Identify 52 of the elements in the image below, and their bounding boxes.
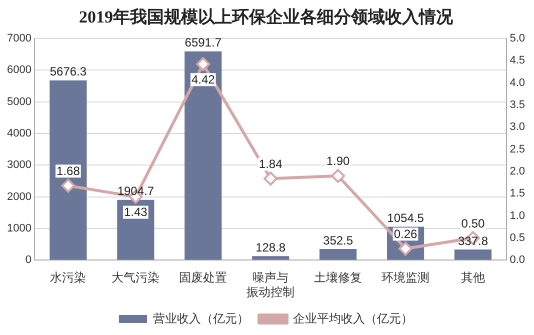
point — [264, 172, 278, 186]
y-tick-label: 2000 — [6, 190, 32, 203]
y2-tick-label: 3.0 — [510, 121, 526, 134]
bar — [50, 80, 87, 260]
x-tick-label: 土壤修复 — [314, 270, 362, 285]
data-label: 1.68 — [56, 164, 80, 178]
data-label: 1054.5 — [387, 211, 424, 226]
y-tick-label: 5000 — [6, 96, 32, 108]
bar — [320, 249, 357, 260]
data-label: 1.84 — [258, 156, 283, 171]
bar — [252, 256, 290, 260]
y-tick-label: 3000 — [6, 159, 32, 172]
y2-tick-label: 5.0 — [510, 32, 526, 44]
x-tick-label: 其他 — [460, 270, 485, 285]
x-tick-label: 噪声与振动控制 — [246, 270, 295, 300]
data-label: 337.8 — [458, 234, 488, 248]
legend-label: 营业收入（亿元） — [153, 311, 249, 326]
x-tick-label: 环境监测 — [382, 270, 430, 285]
bar — [454, 249, 492, 260]
chart-title: 2019年我国规模以上环保企业各细分领域收入情况 — [79, 8, 454, 27]
data-label: 1.90 — [326, 154, 350, 168]
point — [196, 57, 210, 72]
data-label: 6591.7 — [184, 36, 222, 50]
x-tick-label: 水污染 — [50, 270, 86, 285]
y2-tick-label: 3.5 — [510, 98, 526, 111]
data-label: 0.50 — [461, 216, 485, 230]
y-tick-label: 4000 — [6, 127, 32, 140]
y-tick-label: 0 — [25, 254, 32, 266]
y2-tick-label: 4.0 — [510, 76, 526, 89]
data-label: 128.8 — [256, 240, 286, 254]
y2-tick-label: 1.5 — [510, 188, 526, 200]
y2-tick-label: 0.0 — [510, 254, 526, 266]
point — [331, 168, 346, 183]
data-label: 0.26 — [394, 226, 418, 241]
data-label: 1.43 — [124, 205, 148, 220]
y-tick-label: 6000 — [6, 64, 32, 76]
data-label: 352.5 — [323, 233, 354, 248]
y-tick-label: 1000 — [6, 222, 32, 235]
y2-tick-label: 2.5 — [510, 143, 526, 156]
data-label: 5676.3 — [50, 64, 87, 79]
legend-label: 企业平均收入（亿元） — [293, 311, 413, 326]
bar — [184, 51, 222, 260]
point — [61, 178, 76, 193]
x-tick-label: 大气污染 — [112, 270, 160, 285]
y2-tick-label: 0.5 — [510, 232, 526, 244]
data-label: 1904.7 — [117, 184, 154, 198]
y2-tick-label: 4.5 — [510, 54, 526, 67]
y2-tick-label: 2.0 — [510, 166, 526, 178]
x-tick-label: 固废处置 — [179, 270, 228, 285]
data-label: 4.42 — [191, 72, 216, 86]
y-tick-label: 7000 — [6, 32, 32, 44]
y2-tick-label: 1.0 — [510, 210, 526, 222]
